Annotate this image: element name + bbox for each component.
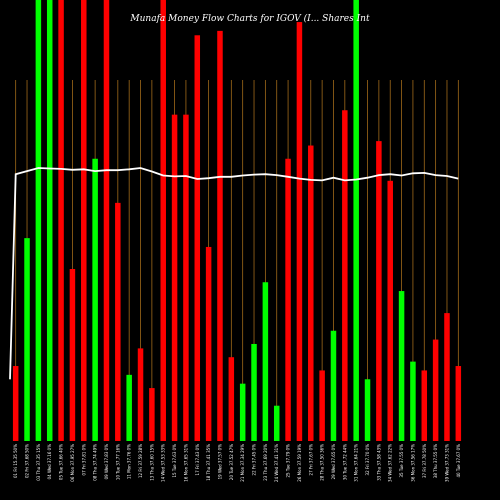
chart-title: Munafa Money Flow Charts for IGOV (I... …: [129, 13, 370, 24]
x-tick-label: 10 Tue 37.77 16%: [115, 444, 120, 480]
bar: [217, 30, 223, 442]
x-tick-label: 40 Tue 37.67 0%: [456, 444, 461, 478]
bar: [455, 366, 462, 441]
bar: [251, 343, 257, 441]
x-tick-label: 18 Thu 37.41 35%: [206, 444, 211, 481]
bar: [410, 361, 416, 441]
x-tick-label: 13 Thu 37.60 15%: [149, 444, 154, 481]
x-tick-label: 23 Thu 37.69 20%: [263, 444, 268, 481]
x-tick-label: 16 Mon 37.65 31%: [183, 444, 188, 482]
x-tick-label: 34 Wed 37.62 22%: [388, 444, 393, 482]
x-tick-label: 14 Wed 37.53 33%: [161, 444, 166, 482]
x-tick-label: 04 Wed 37.16 0%: [47, 444, 52, 480]
x-tick-label: 32 Fri 37.70 0%: [365, 444, 370, 476]
bar: [103, 0, 110, 441]
bar: [46, 0, 53, 441]
bar: [228, 357, 235, 441]
bar: [115, 202, 121, 441]
x-tick-label: 21 Mon 37.34 29%: [240, 444, 245, 482]
bar: [432, 339, 439, 441]
bar: [126, 374, 132, 441]
x-tick-label: 19 Wed 37.57 0%: [217, 444, 222, 480]
x-tick-label: 35 Tue 37.55 0%: [399, 444, 404, 478]
bar: [421, 370, 428, 441]
bar: [376, 141, 382, 441]
bar: [444, 313, 450, 441]
bar: [262, 282, 269, 441]
bar: [183, 114, 189, 441]
bar: [319, 370, 325, 441]
bar: [160, 0, 166, 441]
x-tick-labels: 01 Fri 15.35 50% 02 Fri 37.68 50% 03 Thu 3…: [13, 444, 461, 482]
x-tick-label: 36 Mon 37.56 17%: [410, 444, 415, 482]
x-tick-label: 20 Tue 37.52 47%: [229, 444, 234, 480]
bar: [205, 246, 212, 441]
x-tick-label: 24 Wed 37.41 31%: [274, 444, 279, 482]
price-line: [9, 167, 459, 380]
x-tick-label: 31 Mon 37.64 21%: [354, 444, 359, 482]
bar: [69, 269, 76, 441]
x-tick-label: 09 Wed 37.83 0%: [104, 444, 109, 480]
bar: [12, 366, 19, 441]
x-tick-label: 29 Wed 37.65 0%: [331, 444, 336, 480]
bar: [81, 0, 87, 441]
bar: [171, 114, 178, 441]
x-tick-label: 15 Tue 37.63 0%: [172, 444, 177, 478]
bar: [35, 0, 42, 441]
x-tick-label: 26 Mon 37.59 19%: [297, 444, 302, 482]
bar: [239, 383, 246, 441]
bar: [364, 379, 371, 441]
x-tick-label: 28 Thu 37.50 36%: [320, 444, 325, 481]
bar: [194, 35, 201, 441]
bar: [149, 388, 155, 441]
x-tick-label: 05 Tue 37.66 40%: [59, 444, 64, 480]
bar: [308, 145, 314, 441]
bar: [273, 405, 280, 441]
bar: [137, 348, 144, 441]
x-tick-label: 07 Fri 37.81 0%: [81, 444, 86, 476]
bar: [92, 158, 98, 441]
x-tick-label: 25 Tue 37.79 0%: [286, 444, 291, 478]
bar: [330, 330, 337, 441]
x-tick-label: 03 Thu 37.35 15%: [36, 444, 41, 481]
x-tick-label: 39 Wed 37.73 31%: [444, 444, 449, 482]
x-tick-label: 06 Mon 37.95 27%: [70, 444, 75, 482]
x-tick-label: 08 Thu 37.74 49%: [93, 444, 98, 481]
bar: [58, 0, 64, 441]
bar: [285, 158, 291, 441]
bar: [398, 291, 405, 441]
bars: [12, 0, 462, 442]
bar: [387, 180, 393, 441]
x-tick-label: 38 Thu 37.55 0%: [433, 444, 438, 478]
x-tick-label: 01 Fri 15.35 50%: [13, 444, 18, 478]
x-tick-label: 11 Mon 37.76 0%: [127, 444, 132, 479]
bar: [296, 22, 303, 442]
bar: [353, 0, 359, 441]
x-tick-label: 02 Fri 37.68 50%: [25, 444, 30, 478]
x-tick-label: 30 Tue 37.72 44%: [342, 444, 347, 480]
x-tick-label: 33 Thu 37.58 43%: [376, 444, 381, 481]
x-tick-label: 17 Fri 37.43 0%: [195, 444, 200, 476]
bar: [342, 110, 348, 441]
bar: [24, 238, 30, 441]
x-tick-label: 22 Fri 37.45 0%: [252, 444, 257, 476]
x-tick-label: 27 Fri 37.67 0%: [308, 444, 313, 476]
x-tick-label: 37 Fri 37.78 50%: [422, 444, 427, 478]
x-tick-label: 12 Fri 37.59 28%: [138, 444, 143, 478]
